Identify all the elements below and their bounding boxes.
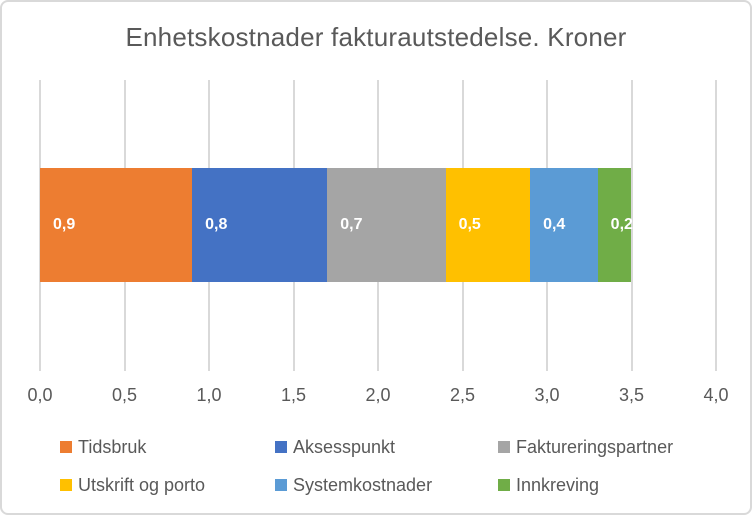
bar-segment-faktureringspartner: 0,7: [327, 168, 446, 282]
legend-item-label: Systemkostnader: [293, 474, 433, 495]
legend-swatch: [498, 479, 510, 491]
bar-segment-tidsbruk: 0,9: [40, 168, 193, 282]
chart-title: Enhetskostnader fakturautstedelse. Krone…: [125, 22, 627, 52]
gridline: [630, 80, 633, 371]
legend-swatch: [60, 479, 72, 491]
stacked-bar: 0,9 0,8 0,7 0,5 0,4 0,2: [40, 168, 716, 282]
bar-segment-innkreving: 0,2: [597, 168, 633, 282]
x-axis-tick-label: 3,5: [618, 385, 645, 405]
x-axis-tick-label: 3,0: [534, 385, 560, 405]
x-axis-tick-label: 1,5: [280, 385, 307, 405]
x-axis-tick-label: 0,5: [111, 385, 138, 405]
legend-item-systemkostnader: Systemkostnader: [275, 475, 432, 495]
legend-item-label: Utskrift og porto: [78, 474, 206, 495]
legend-item-innkreving: Innkreving: [498, 475, 599, 495]
bar-segment-label: 0,4: [543, 216, 566, 233]
legend-swatch: [60, 441, 72, 453]
legend-item-faktureringspartner: Faktureringspartner: [498, 437, 673, 457]
legend-item-label: Tidsbruk: [78, 436, 147, 457]
plot-area: 0,9 0,8 0,7 0,5 0,4 0,2: [39, 80, 717, 371]
bar-segment-aksesspunkt: 0,8: [192, 168, 328, 282]
bar-segment-label: 0,2: [610, 216, 633, 233]
legend-item-tidsbruk: Tidsbruk: [60, 437, 146, 457]
x-axis-tick-label: 1,0: [196, 385, 222, 405]
x-axis-tick-label: 4,0: [703, 385, 729, 405]
bar-segment-utskrift-og-porto: 0,5: [445, 168, 531, 282]
x-axis-tick-label: 2,0: [365, 385, 391, 405]
legend-item-label: Innkreving: [516, 474, 600, 495]
x-axis-tick-label: 2,5: [449, 385, 476, 405]
bar-segment-label: 0,9: [53, 216, 76, 233]
legend-item-aksesspunkt: Aksesspunkt: [275, 437, 395, 457]
legend-item-label: Aksesspunkt: [293, 436, 396, 457]
legend-swatch: [275, 441, 287, 453]
legend-item-utskrift-og-porto: Utskrift og porto: [60, 475, 205, 495]
legend-swatch: [498, 441, 510, 453]
bar-segment-label: 0,7: [340, 216, 363, 233]
x-axis-tick-label: 0,0: [27, 385, 53, 405]
legend-swatch: [275, 479, 287, 491]
bar-segment-label: 0,8: [205, 216, 228, 233]
bar-segment-systemkostnader: 0,4: [530, 168, 598, 282]
legend-item-label: Faktureringspartner: [516, 436, 674, 457]
x-axis: 0,0 0,5 1,0 1,5 2,0 2,5 3,0 3,5 4,0: [27, 385, 728, 409]
gridline: [715, 80, 717, 371]
bar-segment-label: 0,5: [458, 216, 481, 233]
